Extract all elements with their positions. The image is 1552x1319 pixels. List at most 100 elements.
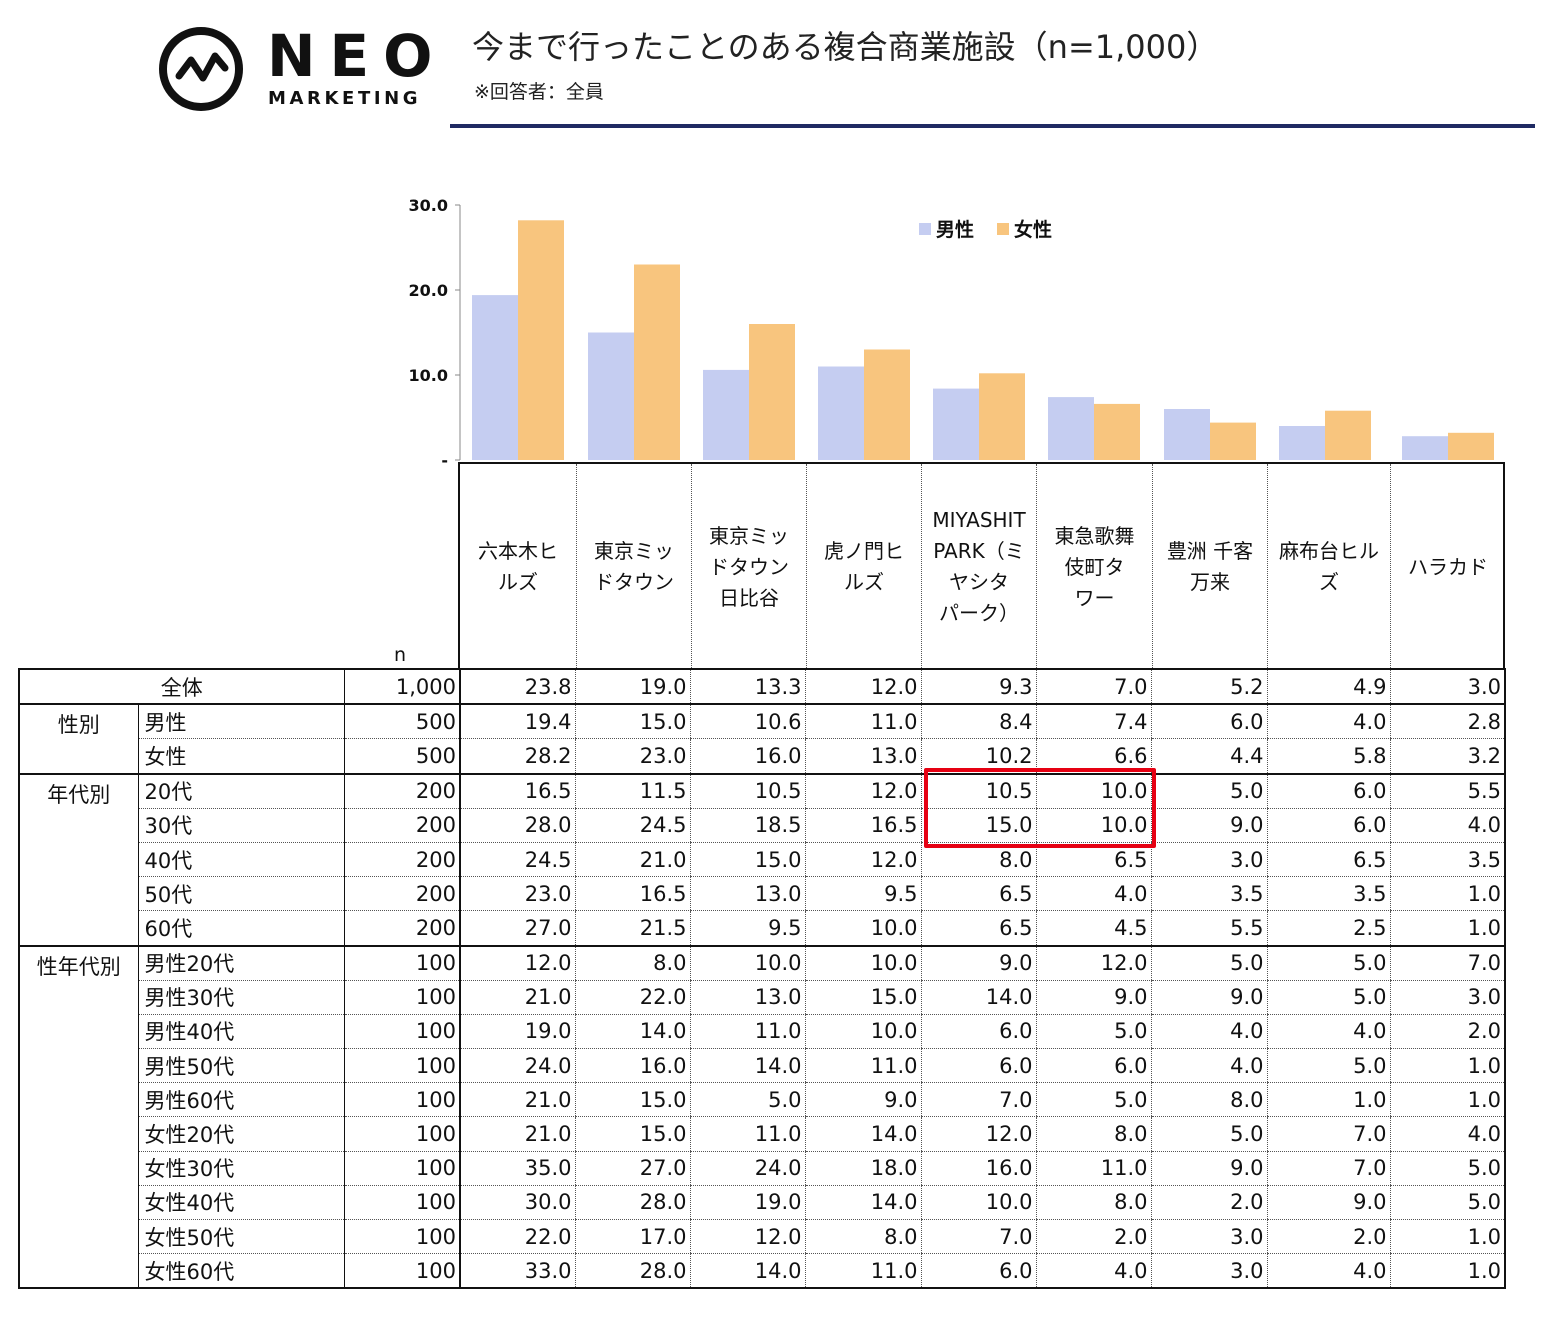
value-cell: 4.4 bbox=[1150, 738, 1267, 775]
value-cell: 6.5 bbox=[920, 876, 1036, 912]
value-cell: 5.0 bbox=[689, 1082, 805, 1118]
bar-male bbox=[1402, 436, 1448, 460]
value-cell: 4.0 bbox=[1150, 1048, 1267, 1084]
value-cell: 4.0 bbox=[1389, 1116, 1506, 1152]
n-cell: 100 bbox=[343, 1048, 460, 1084]
value-cell: 18.5 bbox=[689, 808, 805, 843]
value-cell: 15.0 bbox=[574, 1116, 690, 1152]
bar-male bbox=[1279, 426, 1325, 460]
row-label: 男性20代 bbox=[137, 945, 344, 981]
value-cell: 9.5 bbox=[804, 876, 921, 912]
value-cell: 13.3 bbox=[689, 667, 805, 706]
value-cell: 12.0 bbox=[920, 1116, 1036, 1152]
bar-male bbox=[588, 332, 634, 460]
value-cell: 19.0 bbox=[689, 1185, 805, 1221]
value-cell: 5.0 bbox=[1150, 773, 1267, 809]
value-cell: 15.0 bbox=[804, 980, 921, 1015]
value-cell: 14.0 bbox=[804, 1116, 921, 1152]
column-header: ハラカド bbox=[1390, 464, 1505, 670]
table-row: 全体 1,000 23.8 19.0 13.3 12.0 9.3 7.0 5.2 4.9 3.0 bbox=[18, 667, 1506, 706]
row-label: 全体 bbox=[18, 667, 344, 706]
group-label: 性別 bbox=[18, 704, 138, 775]
value-cell: 6.0 bbox=[920, 1048, 1036, 1084]
value-cell: 9.5 bbox=[689, 910, 805, 947]
bar-female bbox=[1325, 410, 1371, 460]
value-cell: 16.5 bbox=[574, 876, 690, 912]
group-label: 年代別 bbox=[18, 773, 138, 947]
table-row: 性別 男性 500 19.4 15.0 10.6 11.0 8.4 7.4 6.0 4.0 2.8 bbox=[18, 704, 1506, 775]
column-header: 東京ミッ ドタウン 日比谷 bbox=[691, 464, 806, 670]
value-cell: 9.0 bbox=[1150, 1151, 1267, 1186]
value-cell: 21.0 bbox=[459, 980, 575, 1015]
value-cell: 16.0 bbox=[920, 1151, 1036, 1186]
data-table: 全体 1,000 23.8 19.0 13.3 12.0 9.3 7.0 5.2 4.9 3.0 性別… bbox=[18, 667, 1506, 1290]
row-label: 女性 bbox=[137, 738, 344, 775]
logo-wordmark: NEO bbox=[267, 22, 447, 90]
value-cell: 28.0 bbox=[574, 1185, 690, 1221]
value-cell: 8.0 bbox=[920, 842, 1036, 878]
row-label: 男性60代 bbox=[137, 1082, 344, 1118]
value-cell: 21.0 bbox=[574, 842, 690, 878]
neo-marketing-logo: NEO MARKETING bbox=[157, 24, 432, 114]
bar-female bbox=[634, 264, 680, 460]
value-cell: 4.0 bbox=[1266, 1014, 1390, 1050]
table-row: 女性20代 100 21.0 15.0 11.0 14.0 12.0 8.0 5.0 7.0 4.0 bbox=[19, 1116, 1506, 1152]
value-cell: 5.5 bbox=[1150, 910, 1267, 947]
value-cell: 14.0 bbox=[689, 1253, 805, 1290]
value-cell: 7.0 bbox=[1266, 1151, 1390, 1186]
value-cell: 23.8 bbox=[459, 667, 575, 706]
value-cell: 6.5 bbox=[920, 910, 1036, 947]
n-cell: 100 bbox=[343, 1185, 460, 1221]
value-cell: 5.2 bbox=[1150, 667, 1267, 706]
value-cell: 14.0 bbox=[804, 1185, 921, 1221]
row-label: 男性50代 bbox=[137, 1048, 344, 1084]
value-cell: 2.0 bbox=[1035, 1219, 1151, 1255]
value-cell: 14.0 bbox=[689, 1048, 805, 1084]
value-cell: 5.0 bbox=[1150, 945, 1267, 981]
value-cell: 4.0 bbox=[1035, 1253, 1151, 1290]
bar-male bbox=[703, 369, 749, 460]
value-cell: 10.0 bbox=[804, 1014, 921, 1050]
value-cell: 16.0 bbox=[574, 1048, 690, 1084]
value-cell: 12.0 bbox=[804, 773, 921, 809]
legend-swatch bbox=[919, 223, 931, 235]
legend-label: 女性 bbox=[1014, 218, 1052, 241]
bar-female bbox=[979, 373, 1025, 460]
n-cell: 100 bbox=[343, 1219, 460, 1255]
value-cell: 3.5 bbox=[1150, 876, 1267, 912]
value-cell: 21.0 bbox=[459, 1116, 575, 1152]
n-cell: 100 bbox=[343, 1014, 460, 1050]
value-cell: 19.4 bbox=[459, 704, 575, 740]
n-cell: 200 bbox=[343, 808, 460, 843]
value-cell: 5.0 bbox=[1389, 1185, 1506, 1221]
title-underline bbox=[450, 124, 1535, 128]
value-cell: 2.0 bbox=[1266, 1219, 1390, 1255]
value-cell: 6.0 bbox=[1035, 1048, 1151, 1084]
value-cell: 8.0 bbox=[804, 1219, 921, 1255]
n-cell: 500 bbox=[343, 704, 460, 740]
logo-subtitle: MARKETING bbox=[268, 88, 422, 109]
page-subtitle: ※回答者：全員 bbox=[474, 81, 604, 103]
value-cell: 11.0 bbox=[689, 1014, 805, 1050]
n-cell: 200 bbox=[343, 910, 460, 947]
value-cell: 11.0 bbox=[1035, 1151, 1151, 1186]
value-cell: 11.5 bbox=[574, 773, 690, 809]
group-label: 性年代別 bbox=[18, 945, 138, 1290]
table-row: 30代 200 28.0 24.5 18.5 16.5 15.0 10.0 9.0 6.0 4.0 bbox=[19, 808, 1506, 843]
table-row: 性年代別 男性20代 100 12.0 8.0 10.0 10.0 9.0 12.0 5.0 5.0… bbox=[18, 945, 1506, 1290]
value-cell: 3.0 bbox=[1150, 1219, 1267, 1255]
value-cell: 3.0 bbox=[1389, 667, 1506, 706]
bar-female bbox=[1448, 432, 1494, 460]
bar-male bbox=[1048, 397, 1094, 460]
value-cell: 6.0 bbox=[1150, 704, 1267, 740]
value-cell: 10.6 bbox=[689, 704, 805, 740]
row-label: 30代 bbox=[137, 808, 344, 843]
value-cell: 15.0 bbox=[574, 1082, 690, 1118]
value-cell: 24.0 bbox=[459, 1048, 575, 1084]
value-cell: 28.0 bbox=[574, 1253, 690, 1290]
value-cell: 4.9 bbox=[1266, 667, 1390, 706]
value-cell: 18.0 bbox=[804, 1151, 921, 1186]
row-label: 男性40代 bbox=[137, 1014, 344, 1050]
value-cell: 1.0 bbox=[1389, 1219, 1506, 1255]
value-cell: 3.0 bbox=[1150, 1253, 1267, 1290]
